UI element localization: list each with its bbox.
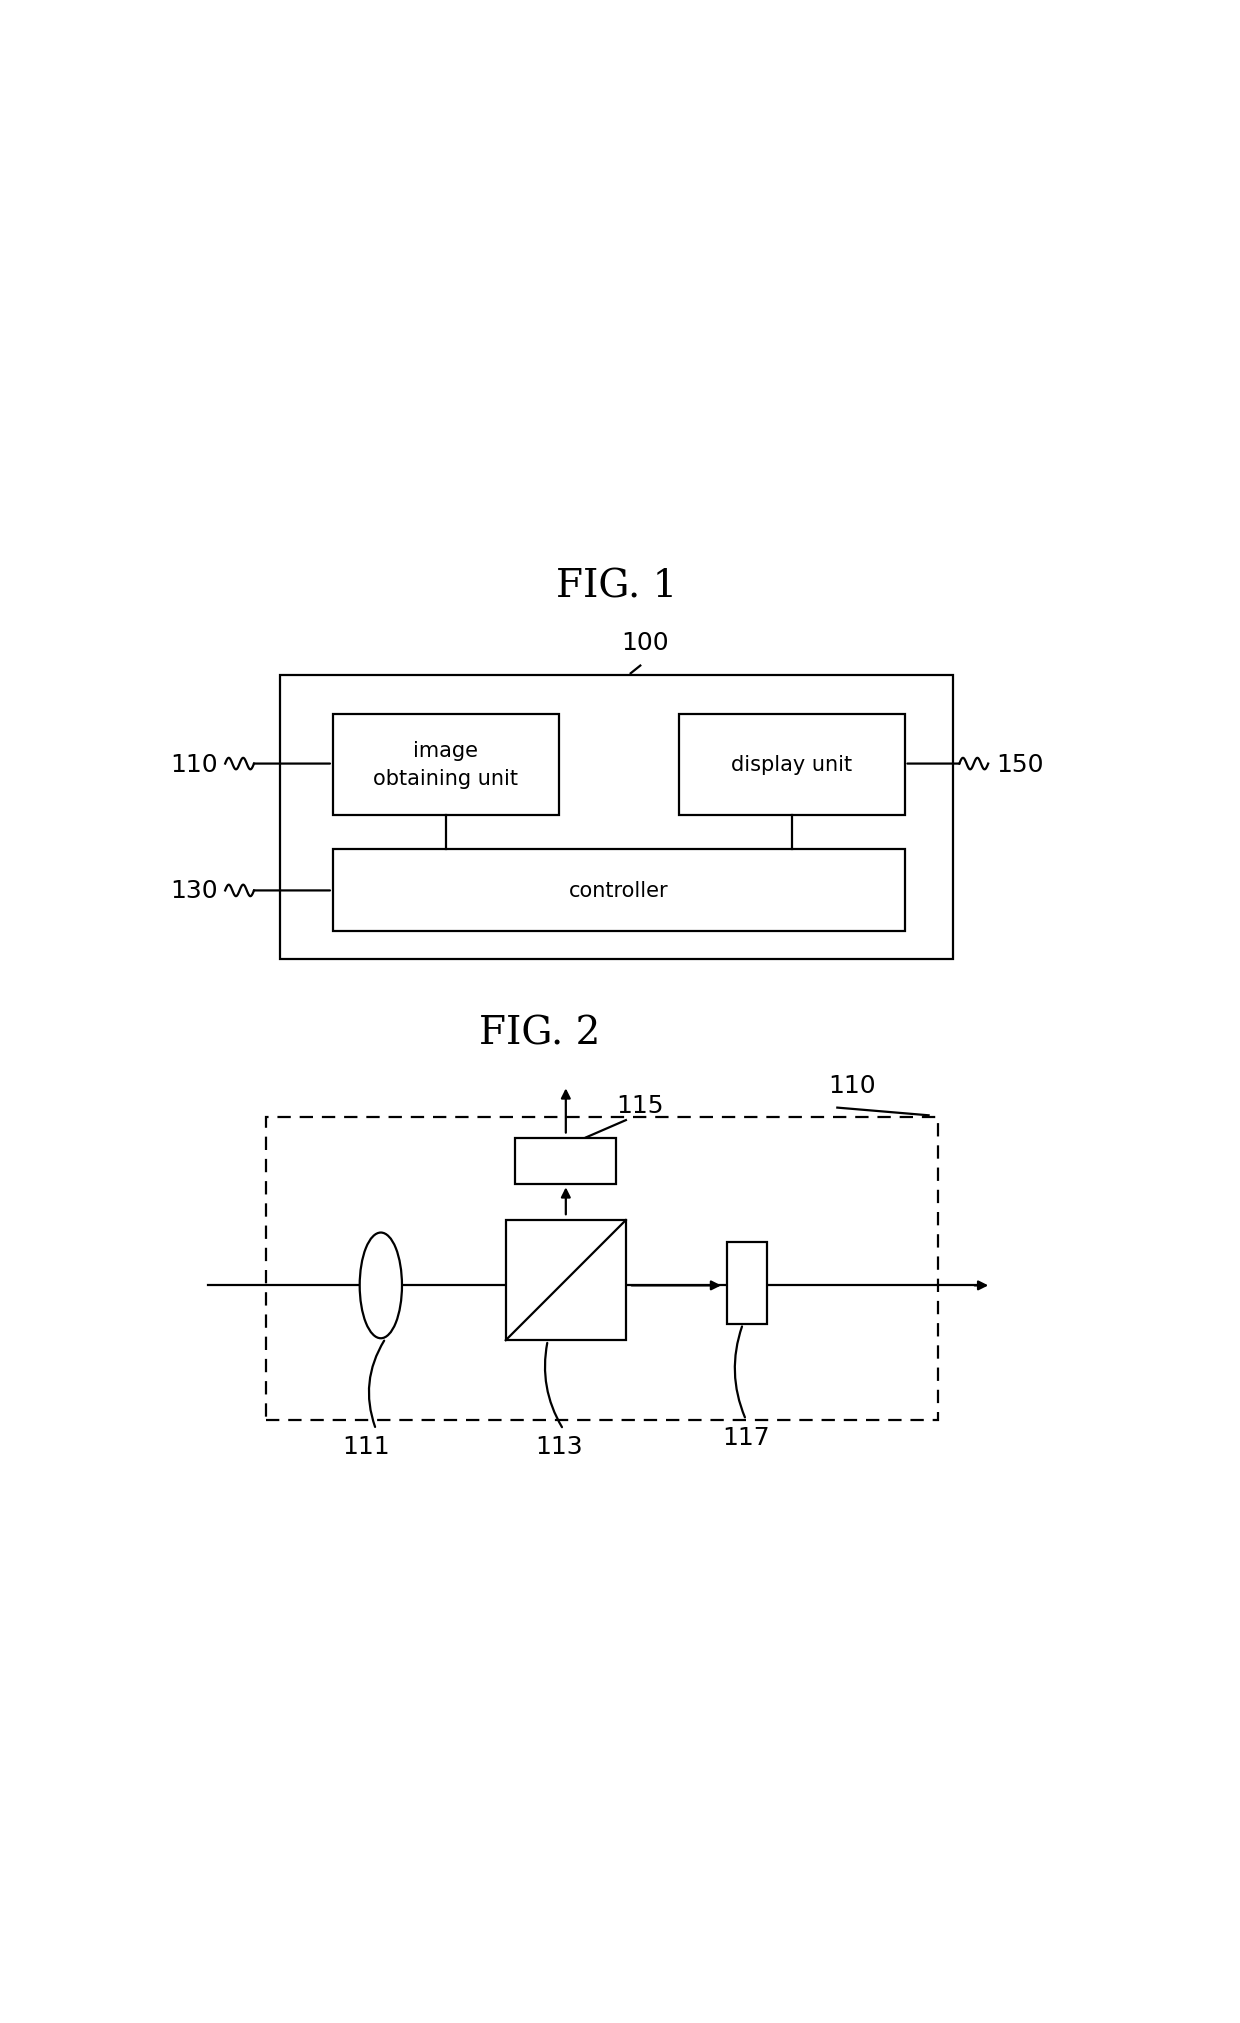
Bar (265, 1117, 939, 1420)
Text: 110: 110 (170, 753, 217, 777)
Ellipse shape (360, 1232, 402, 1339)
Text: controller: controller (569, 880, 668, 900)
Text: display unit: display unit (732, 755, 852, 775)
Text: 111: 111 (342, 1434, 391, 1459)
Text: 150: 150 (996, 753, 1043, 777)
Text: 115: 115 (616, 1094, 665, 1117)
Bar (332, 850, 904, 931)
Text: 113: 113 (534, 1434, 583, 1459)
Text: 130: 130 (170, 878, 217, 902)
Bar (506, 1220, 626, 1341)
Bar (678, 714, 904, 815)
Bar (280, 676, 952, 959)
Bar (332, 714, 558, 815)
Text: FIG. 1: FIG. 1 (556, 568, 677, 605)
Text: 100: 100 (621, 631, 668, 655)
Text: 110: 110 (828, 1074, 875, 1098)
Bar (727, 1242, 768, 1325)
Text: 117: 117 (722, 1424, 770, 1448)
Text: FIG. 2: FIG. 2 (479, 1016, 600, 1052)
Text: image
obtaining unit: image obtaining unit (373, 740, 518, 789)
Bar (516, 1139, 616, 1185)
